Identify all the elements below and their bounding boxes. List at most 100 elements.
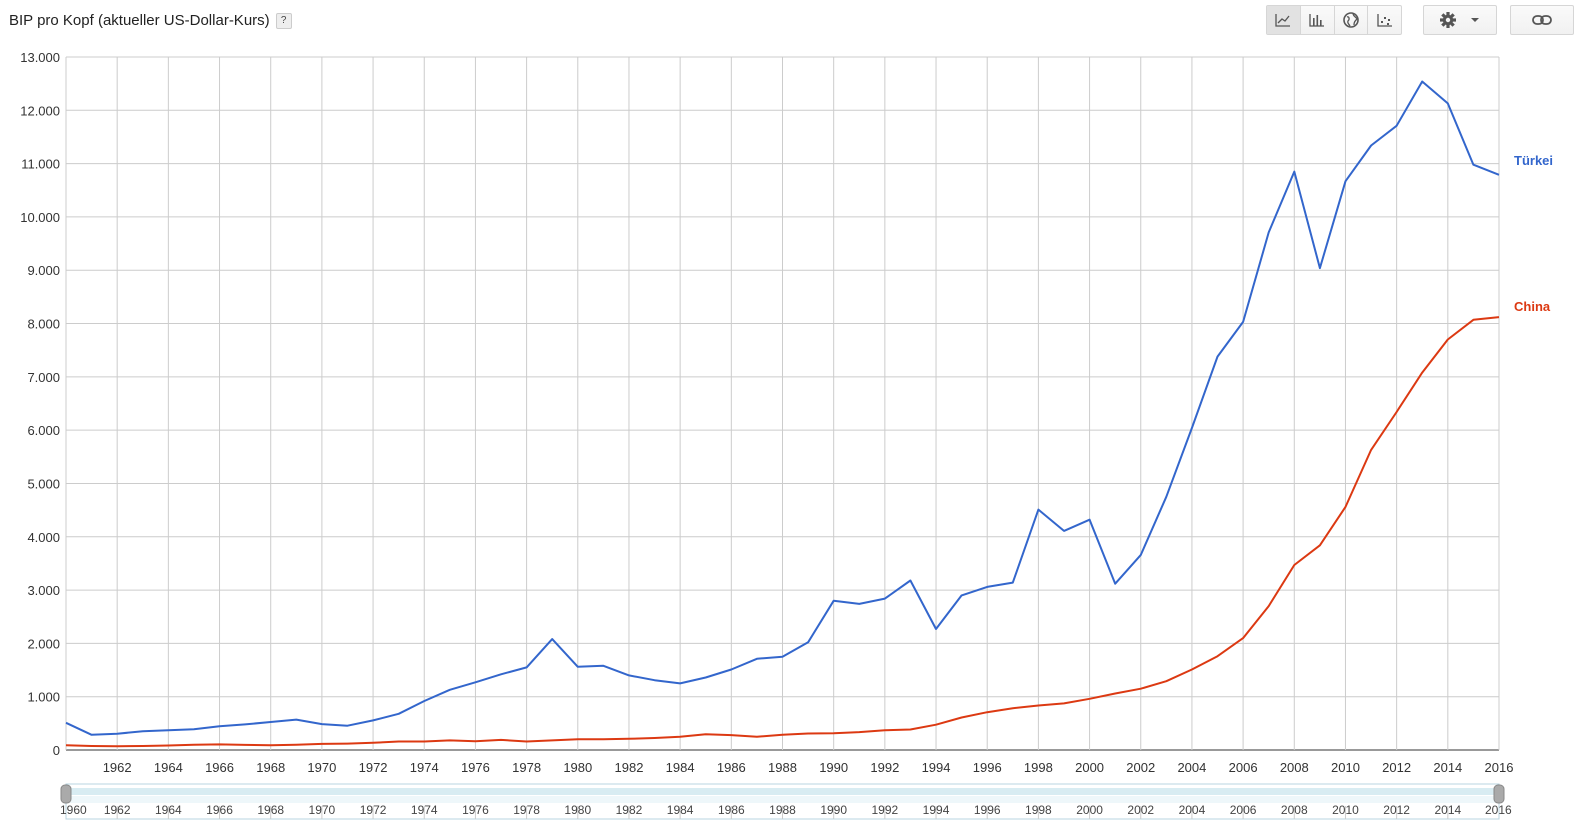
slider-tick-label: 1998	[1025, 803, 1052, 817]
x-tick-label: 1978	[512, 760, 541, 775]
slider-tick-label: 1962	[104, 803, 131, 817]
x-tick-label: 2016	[1485, 760, 1514, 775]
slider-end-label: 2016	[1485, 803, 1512, 817]
slider-tick-label: 2008	[1281, 803, 1308, 817]
help-button[interactable]: ?	[275, 13, 292, 30]
x-tick-label: 1966	[205, 760, 234, 775]
slider-tick-label: 1966	[206, 803, 233, 817]
x-tick-label: 2004	[1177, 760, 1206, 775]
time-range-slider[interactable]: 1960 2016 1962 1964 1966 1968 1970 1972 1974 1976…	[60, 783, 1512, 820]
slider-tick-label: 2012	[1383, 803, 1410, 817]
bar-chart-button[interactable]	[1301, 6, 1335, 34]
x-tick-label: 1992	[870, 760, 899, 775]
slider-tick-label: 1964	[155, 803, 182, 817]
y-tick-label: 6.000	[27, 423, 60, 438]
series-label: China	[1514, 299, 1551, 314]
x-tick-label: 1980	[563, 760, 592, 775]
x-tick-label: 1970	[307, 760, 336, 775]
slider-tick-label: 2002	[1127, 803, 1154, 817]
y-tick-label: 1.000	[27, 690, 60, 705]
x-tick-label: 1998	[1024, 760, 1053, 775]
line-chart-icon	[1275, 14, 1291, 27]
scatter-chart-button[interactable]	[1368, 6, 1401, 34]
x-tick-label: 1986	[717, 760, 746, 775]
x-tick-label: 1982	[615, 760, 644, 775]
chart-title-text: BIP pro Kopf (aktueller US-Dollar-Kurs)	[9, 12, 270, 29]
settings-toolbar	[1423, 5, 1497, 35]
link-button[interactable]	[1511, 6, 1573, 34]
slider-tick-label: 1974	[411, 803, 438, 817]
y-tick-label: 9.000	[27, 263, 60, 278]
slider-tick-label: 1972	[360, 803, 387, 817]
slider-tick-label: 1990	[820, 803, 847, 817]
series-line	[65, 80, 1500, 736]
slider-tick-label: 2014	[1434, 803, 1461, 817]
y-tick-label: 5.000	[27, 476, 60, 491]
slider-tick-label: 1984	[667, 803, 694, 817]
slider-tick-label: 1986	[718, 803, 745, 817]
gear-icon	[1440, 12, 1456, 28]
slider-start-handle	[60, 784, 72, 804]
x-tick-label: 2002	[1126, 760, 1155, 775]
slider-selection	[66, 796, 1499, 803]
line-chart-button[interactable]	[1267, 6, 1301, 34]
x-tick-label: 2006	[1229, 760, 1258, 775]
x-tick-label: 1988	[768, 760, 797, 775]
x-tick-label: 2008	[1280, 760, 1309, 775]
series-line	[65, 316, 1500, 748]
slider-tick-label: 1992	[872, 803, 899, 817]
slider-start-label: 1960	[60, 803, 87, 817]
x-tick-label: 1976	[461, 760, 490, 775]
y-tick-label: 10.000	[20, 210, 60, 225]
x-tick-label: 1984	[666, 760, 695, 775]
x-tick-label: 2010	[1331, 760, 1360, 775]
x-tick-label: 1996	[973, 760, 1002, 775]
slider-tick-label: 1988	[769, 803, 796, 817]
chart-axes: 0 1.000 2.000 3.000 4.000 5.000 6.000 7.000 8.00…	[20, 50, 1513, 775]
x-tick-label: 1962	[103, 760, 132, 775]
x-tick-label: 1974	[410, 760, 439, 775]
chart-type-toolbar	[1266, 5, 1402, 35]
globe-icon	[1343, 12, 1359, 28]
chart-grid	[65, 56, 1500, 751]
slider-tick-label: 1978	[513, 803, 540, 817]
chart-series: Türkei China	[65, 80, 1553, 748]
y-tick-label: 4.000	[27, 530, 60, 545]
slider-selection	[66, 788, 1499, 795]
scatter-chart-icon	[1376, 14, 1392, 27]
slider-tick-label: 1976	[462, 803, 489, 817]
slider-tick-label: 1980	[564, 803, 591, 817]
slider-end-handle	[1493, 784, 1505, 804]
share-toolbar	[1510, 5, 1574, 35]
x-tick-label: 1990	[819, 760, 848, 775]
y-tick-label: 2.000	[27, 636, 60, 651]
bar-chart-icon	[1309, 14, 1325, 27]
y-tick-label: 13.000	[20, 50, 60, 65]
x-tick-label: 1968	[256, 760, 285, 775]
slider-tick-label: 1996	[974, 803, 1001, 817]
series-label: Türkei	[1514, 153, 1553, 168]
settings-button[interactable]	[1424, 6, 1496, 34]
slider-tick-label: 2000	[1076, 803, 1103, 817]
slider-tick-label: 1968	[257, 803, 284, 817]
x-tick-label: 1964	[154, 760, 183, 775]
slider-tick-label: 2004	[1179, 803, 1206, 817]
y-tick-label: 8.000	[27, 317, 60, 332]
map-chart-button[interactable]	[1335, 6, 1369, 34]
x-tick-label: 1972	[359, 760, 388, 775]
slider-tick-label: 1970	[309, 803, 336, 817]
x-tick-label: 1994	[922, 760, 951, 775]
chevron-down-icon	[1471, 18, 1479, 22]
slider-tick-label: 2006	[1230, 803, 1257, 817]
slider-tick-label: 2010	[1332, 803, 1359, 817]
slider-tick-label: 1994	[923, 803, 950, 817]
y-tick-label: 11.000	[21, 157, 60, 172]
link-icon	[1532, 15, 1552, 25]
x-tick-label: 2014	[1433, 760, 1462, 775]
chart-title: BIP pro Kopf (aktueller US-Dollar-Kurs)?	[9, 12, 292, 30]
y-tick-label: 0	[53, 743, 60, 758]
x-tick-label: 2012	[1382, 760, 1411, 775]
y-tick-label: 7.000	[27, 370, 60, 385]
x-tick-label: 2000	[1075, 760, 1104, 775]
